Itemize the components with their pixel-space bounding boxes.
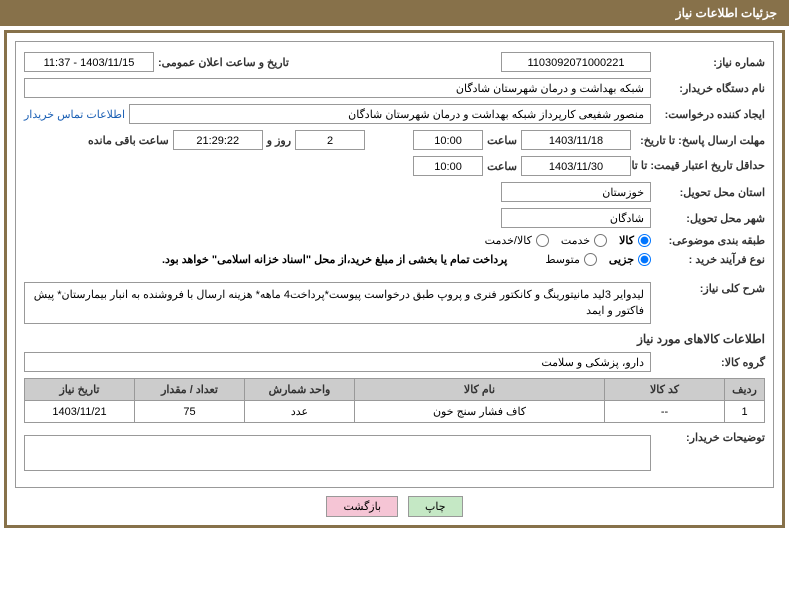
radio-goods[interactable]: کالا (619, 234, 651, 247)
main-container: شماره نیاز: 1103092071000221 تاریخ و ساع… (4, 30, 785, 528)
radio-both[interactable]: کالا/خدمت (485, 234, 549, 247)
table-header: تاریخ نیاز (25, 379, 135, 401)
radio-both-input[interactable] (536, 234, 549, 247)
requester-field: منصور شفیعی کارپرداز شبکه بهداشت و درمان… (129, 104, 651, 124)
table-header: ردیف (725, 379, 765, 401)
category-radio-group: کالا خدمت کالا/خدمت (485, 234, 651, 247)
province-label: استان محل تحویل: (655, 186, 765, 199)
days-field: 2 (295, 130, 365, 150)
time-label-2: ساعت (487, 160, 517, 173)
group-field: دارو، پزشکی و سلامت (24, 352, 651, 372)
time-label-1: ساعت (487, 134, 517, 147)
buyer-contact-link[interactable]: اطلاعات تماس خریدار (24, 108, 125, 121)
items-table: ردیفکد کالانام کالاواحد شمارشتعداد / مقد… (24, 378, 765, 423)
province-field: خوزستان (501, 182, 651, 202)
button-row: چاپ بازگشت (15, 496, 774, 517)
table-header: واحد شمارش (245, 379, 355, 401)
radio-medium[interactable]: متوسط (545, 253, 597, 266)
items-section-title: اطلاعات کالاهای مورد نیاز (24, 332, 765, 346)
category-label: طبقه بندی موضوعی: (655, 234, 765, 247)
radio-partial-input[interactable] (638, 253, 651, 266)
table-cell: عدد (245, 401, 355, 423)
back-button[interactable]: بازگشت (326, 496, 398, 517)
table-cell: 1403/11/21 (25, 401, 135, 423)
city-label: شهر محل تحویل: (655, 212, 765, 225)
remain-label: ساعت باقی مانده (88, 134, 169, 147)
process-radio-group: جزیی متوسط (545, 253, 651, 266)
process-note: پرداخت تمام یا بخشی از مبلغ خرید،از محل … (162, 253, 507, 266)
radio-goods-input[interactable] (638, 234, 651, 247)
buyer-org-field: شبکه بهداشت و درمان شهرستان شادگان (24, 78, 651, 98)
details-box: شماره نیاز: 1103092071000221 تاریخ و ساع… (15, 41, 774, 488)
table-cell: کاف فشار سنج خون (355, 401, 605, 423)
reply-deadline-label: مهلت ارسال پاسخ: تا تاریخ: (635, 134, 765, 147)
group-label: گروه کالا: (655, 356, 765, 369)
radio-service-input[interactable] (594, 234, 607, 247)
table-cell: 75 (135, 401, 245, 423)
announce-label: تاریخ و ساعت اعلان عمومی: (158, 56, 289, 69)
radio-medium-input[interactable] (584, 253, 597, 266)
price-valid-label: حداقل تاریخ اعتبار قیمت: تا تاریخ: (635, 160, 765, 172)
table-header: نام کالا (355, 379, 605, 401)
requester-label: ایجاد کننده درخواست: (655, 108, 765, 121)
buyer-notes-label: توضیحات خریدار: (655, 431, 765, 444)
buyer-notes-field (24, 435, 651, 471)
need-number-field: 1103092071000221 (501, 52, 651, 72)
reply-date-field: 1403/11/18 (521, 130, 631, 150)
table-cell: 1 (725, 401, 765, 423)
page-title: جزئیات اطلاعات نیاز (676, 6, 777, 20)
need-number-label: شماره نیاز: (655, 56, 765, 69)
radio-service[interactable]: خدمت (561, 234, 607, 247)
countdown-field: 21:29:22 (173, 130, 263, 150)
desc-label: شرح کلی نیاز: (655, 282, 765, 295)
announce-field: 1403/11/15 - 11:37 (24, 52, 154, 72)
process-label: نوع فرآیند خرید : (655, 253, 765, 266)
page-header: جزئیات اطلاعات نیاز (0, 0, 789, 26)
price-valid-date-field: 1403/11/30 (521, 156, 631, 176)
table-cell: -- (605, 401, 725, 423)
reply-time-field: 10:00 (413, 130, 483, 150)
buyer-org-label: نام دستگاه خریدار: (655, 82, 765, 95)
radio-partial[interactable]: جزیی (609, 253, 651, 266)
price-valid-time-field: 10:00 (413, 156, 483, 176)
print-button[interactable]: چاپ (408, 496, 463, 517)
city-field: شادگان (501, 208, 651, 228)
table-header: تعداد / مقدار (135, 379, 245, 401)
days-and-label: روز و (267, 134, 291, 147)
desc-field: لیدوایر 3لید مانیتورینگ و کانکتور فنری و… (24, 282, 651, 324)
table-header: کد کالا (605, 379, 725, 401)
table-row: 1--کاف فشار سنج خونعدد751403/11/21 (25, 401, 765, 423)
